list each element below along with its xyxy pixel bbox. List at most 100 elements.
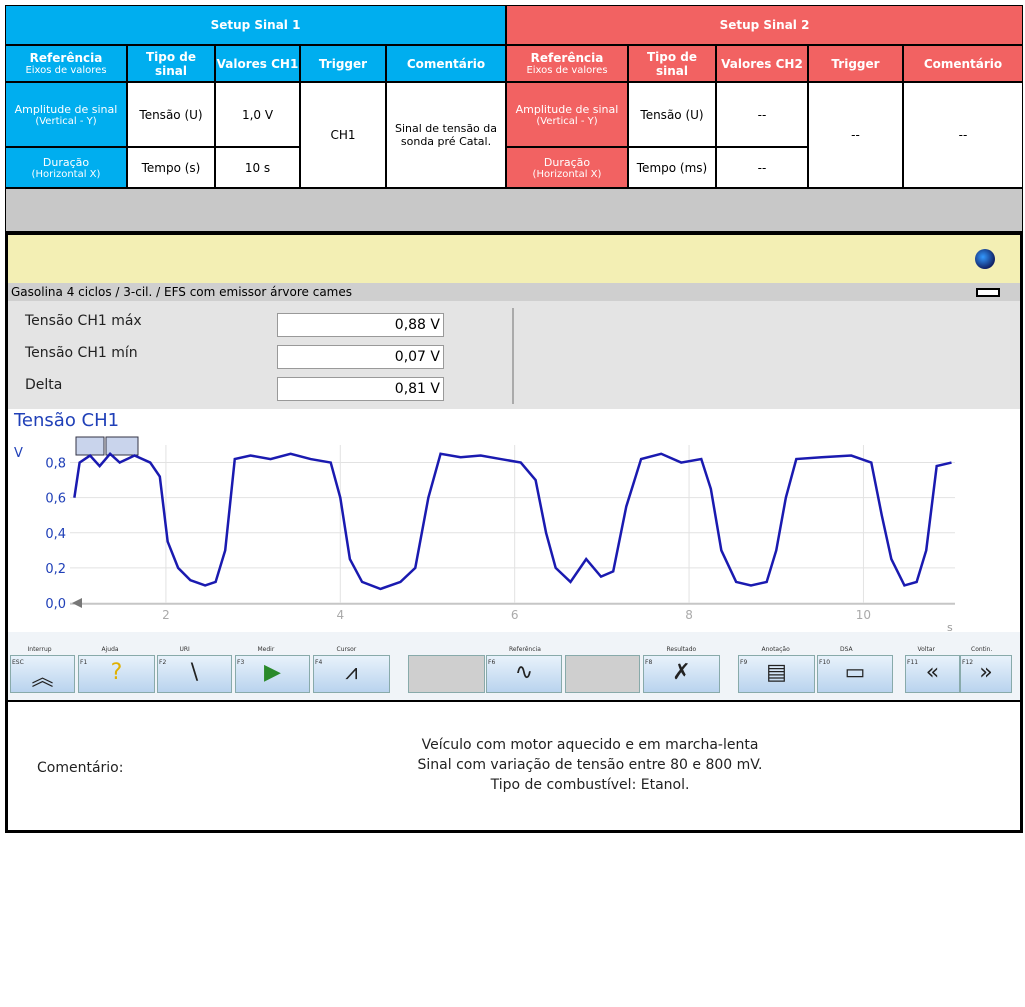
function-key[interactable]: ︽ <box>10 655 75 693</box>
column-header: Tipo de sinal <box>628 45 716 82</box>
function-key-disabled <box>408 655 485 693</box>
key-code: F1 <box>80 659 88 666</box>
cell-text: 10 s <box>244 160 271 175</box>
cell-text: CH1 <box>330 128 356 142</box>
key-icon: ▭ <box>844 660 866 685</box>
cell-text: -- <box>851 128 860 142</box>
y-tick-label: 0,6 <box>45 492 66 507</box>
cell-text: Valores CH1 <box>216 56 299 71</box>
cell: CH1 <box>300 82 386 188</box>
column-header: Trigger <box>808 45 903 82</box>
comment-line: Sinal com variação de tensão entre 80 e … <box>417 757 763 773</box>
function-key[interactable]: \ <box>157 655 232 693</box>
status-bar: Gasolina 4 ciclos / 3-cil. / EFS com emi… <box>8 283 1020 301</box>
function-key[interactable]: ⩘ <box>313 655 390 693</box>
globe-icon <box>975 249 995 269</box>
key-icon: \ <box>190 660 199 685</box>
function-key[interactable]: ▤ <box>738 655 815 693</box>
function-key[interactable]: ∿ <box>486 655 562 693</box>
key-icon: ▤ <box>766 660 787 685</box>
cell-text: Valores CH2 <box>721 56 803 71</box>
measure-value: 0,88 V <box>277 313 444 337</box>
cell: 1,0 V <box>215 82 300 147</box>
key-icon: ︽ <box>31 666 54 691</box>
key-icon: ? <box>110 660 123 685</box>
measure-label: Delta <box>25 377 63 393</box>
cell-text: (Horizontal X) <box>532 168 602 180</box>
key-icon: ✗ <box>672 660 691 685</box>
x-tick-label: 4 <box>336 608 344 622</box>
measure-label: Tensão CH1 mín <box>25 345 138 361</box>
table-title: Setup Sinal 1 <box>5 5 506 45</box>
column-header: Trigger <box>300 45 386 82</box>
cell-text: Sinal de tensão da sonda pré Catal. <box>394 122 498 148</box>
row-header: Duração (Horizontal X) <box>506 147 628 188</box>
column-header: Valores CH1 <box>215 45 300 82</box>
cell: Sinal de tensão da sonda pré Catal. <box>386 82 506 188</box>
key-code: F2 <box>159 659 167 666</box>
measure-value: 0,81 V <box>277 377 444 401</box>
key-code: F9 <box>740 659 748 666</box>
function-key[interactable]: » <box>960 655 1012 693</box>
cell-text: Tipo de sinal <box>646 49 698 78</box>
cell: 10 s <box>215 147 300 188</box>
comment-label: Comentário: <box>37 760 124 776</box>
key-label: Contin. <box>971 646 993 653</box>
function-key[interactable]: ▶ <box>235 655 310 693</box>
x-tick-label: 8 <box>685 608 693 622</box>
cell-text: Tensão (U) <box>640 107 704 122</box>
key-label: Referência <box>509 646 541 653</box>
row-header: Amplitude de sinal (Vertical - Y) <box>506 82 628 147</box>
column-header: Referência Eixos de valores <box>506 45 628 82</box>
function-key[interactable]: ? <box>78 655 155 693</box>
column-header: Comentário <box>386 45 506 82</box>
function-key[interactable]: ▭ <box>817 655 893 693</box>
function-key[interactable]: ✗ <box>643 655 720 693</box>
measure-value: 0,07 V <box>277 345 444 369</box>
cell-text: -- <box>757 160 767 175</box>
cell-text: Tensão (U) <box>139 107 203 122</box>
key-label: Cursor <box>336 646 357 653</box>
key-code: F4 <box>315 659 323 666</box>
cell: -- <box>808 82 903 188</box>
zero-marker <box>72 598 82 608</box>
chart-tool <box>105 436 139 456</box>
key-code: F10 <box>819 659 831 666</box>
key-code: ESC <box>12 659 24 666</box>
key-label: Medir <box>257 646 275 653</box>
key-label: Resultado <box>666 646 697 653</box>
cell-text: Duração <box>42 155 90 169</box>
key-label: Interrup <box>27 646 52 653</box>
cell-text: (Horizontal X) <box>31 168 101 180</box>
cell-text: Trigger <box>318 56 368 71</box>
cell: -- <box>716 147 808 188</box>
panel <box>8 301 1020 409</box>
cell-text: (Vertical - Y) <box>35 115 97 127</box>
cell-text: Setup Sinal 2 <box>719 18 810 32</box>
key-code: F6 <box>488 659 496 666</box>
cell-text: Amplitude de sinal <box>515 102 619 116</box>
function-key-disabled <box>565 655 640 693</box>
x-tick-label: 6 <box>511 608 519 622</box>
y-tick-label: 0,0 <box>45 597 66 612</box>
cell: Tensão (U) <box>127 82 215 147</box>
row-header: Amplitude de sinal (Vertical - Y) <box>5 82 127 147</box>
function-key[interactable]: « <box>905 655 960 693</box>
cell-text: Amplitude de sinal <box>14 102 118 116</box>
cell-text: Comentário <box>406 56 486 71</box>
column-header: Comentário <box>903 45 1023 82</box>
comment-line: Tipo de combustível: Etanol. <box>490 777 690 793</box>
key-label: Voltar <box>917 646 935 653</box>
cell: Tempo (s) <box>127 147 215 188</box>
cell-text: Eixos de valores <box>25 65 107 76</box>
y-tick-label: 0,8 <box>45 457 66 472</box>
comment-box <box>5 702 1023 833</box>
cell-text: (Vertical - Y) <box>536 115 598 127</box>
key-label: URI <box>179 646 190 653</box>
column-header: Tipo de sinal <box>127 45 215 82</box>
cell: -- <box>903 82 1023 188</box>
cell: -- <box>716 82 808 147</box>
chart: Tensão CH1 Vs 0,0 0,2 0,4 0,6 0,8 2 4 6 8 10 <box>10 410 1015 632</box>
key-label: Ajuda <box>101 646 119 653</box>
